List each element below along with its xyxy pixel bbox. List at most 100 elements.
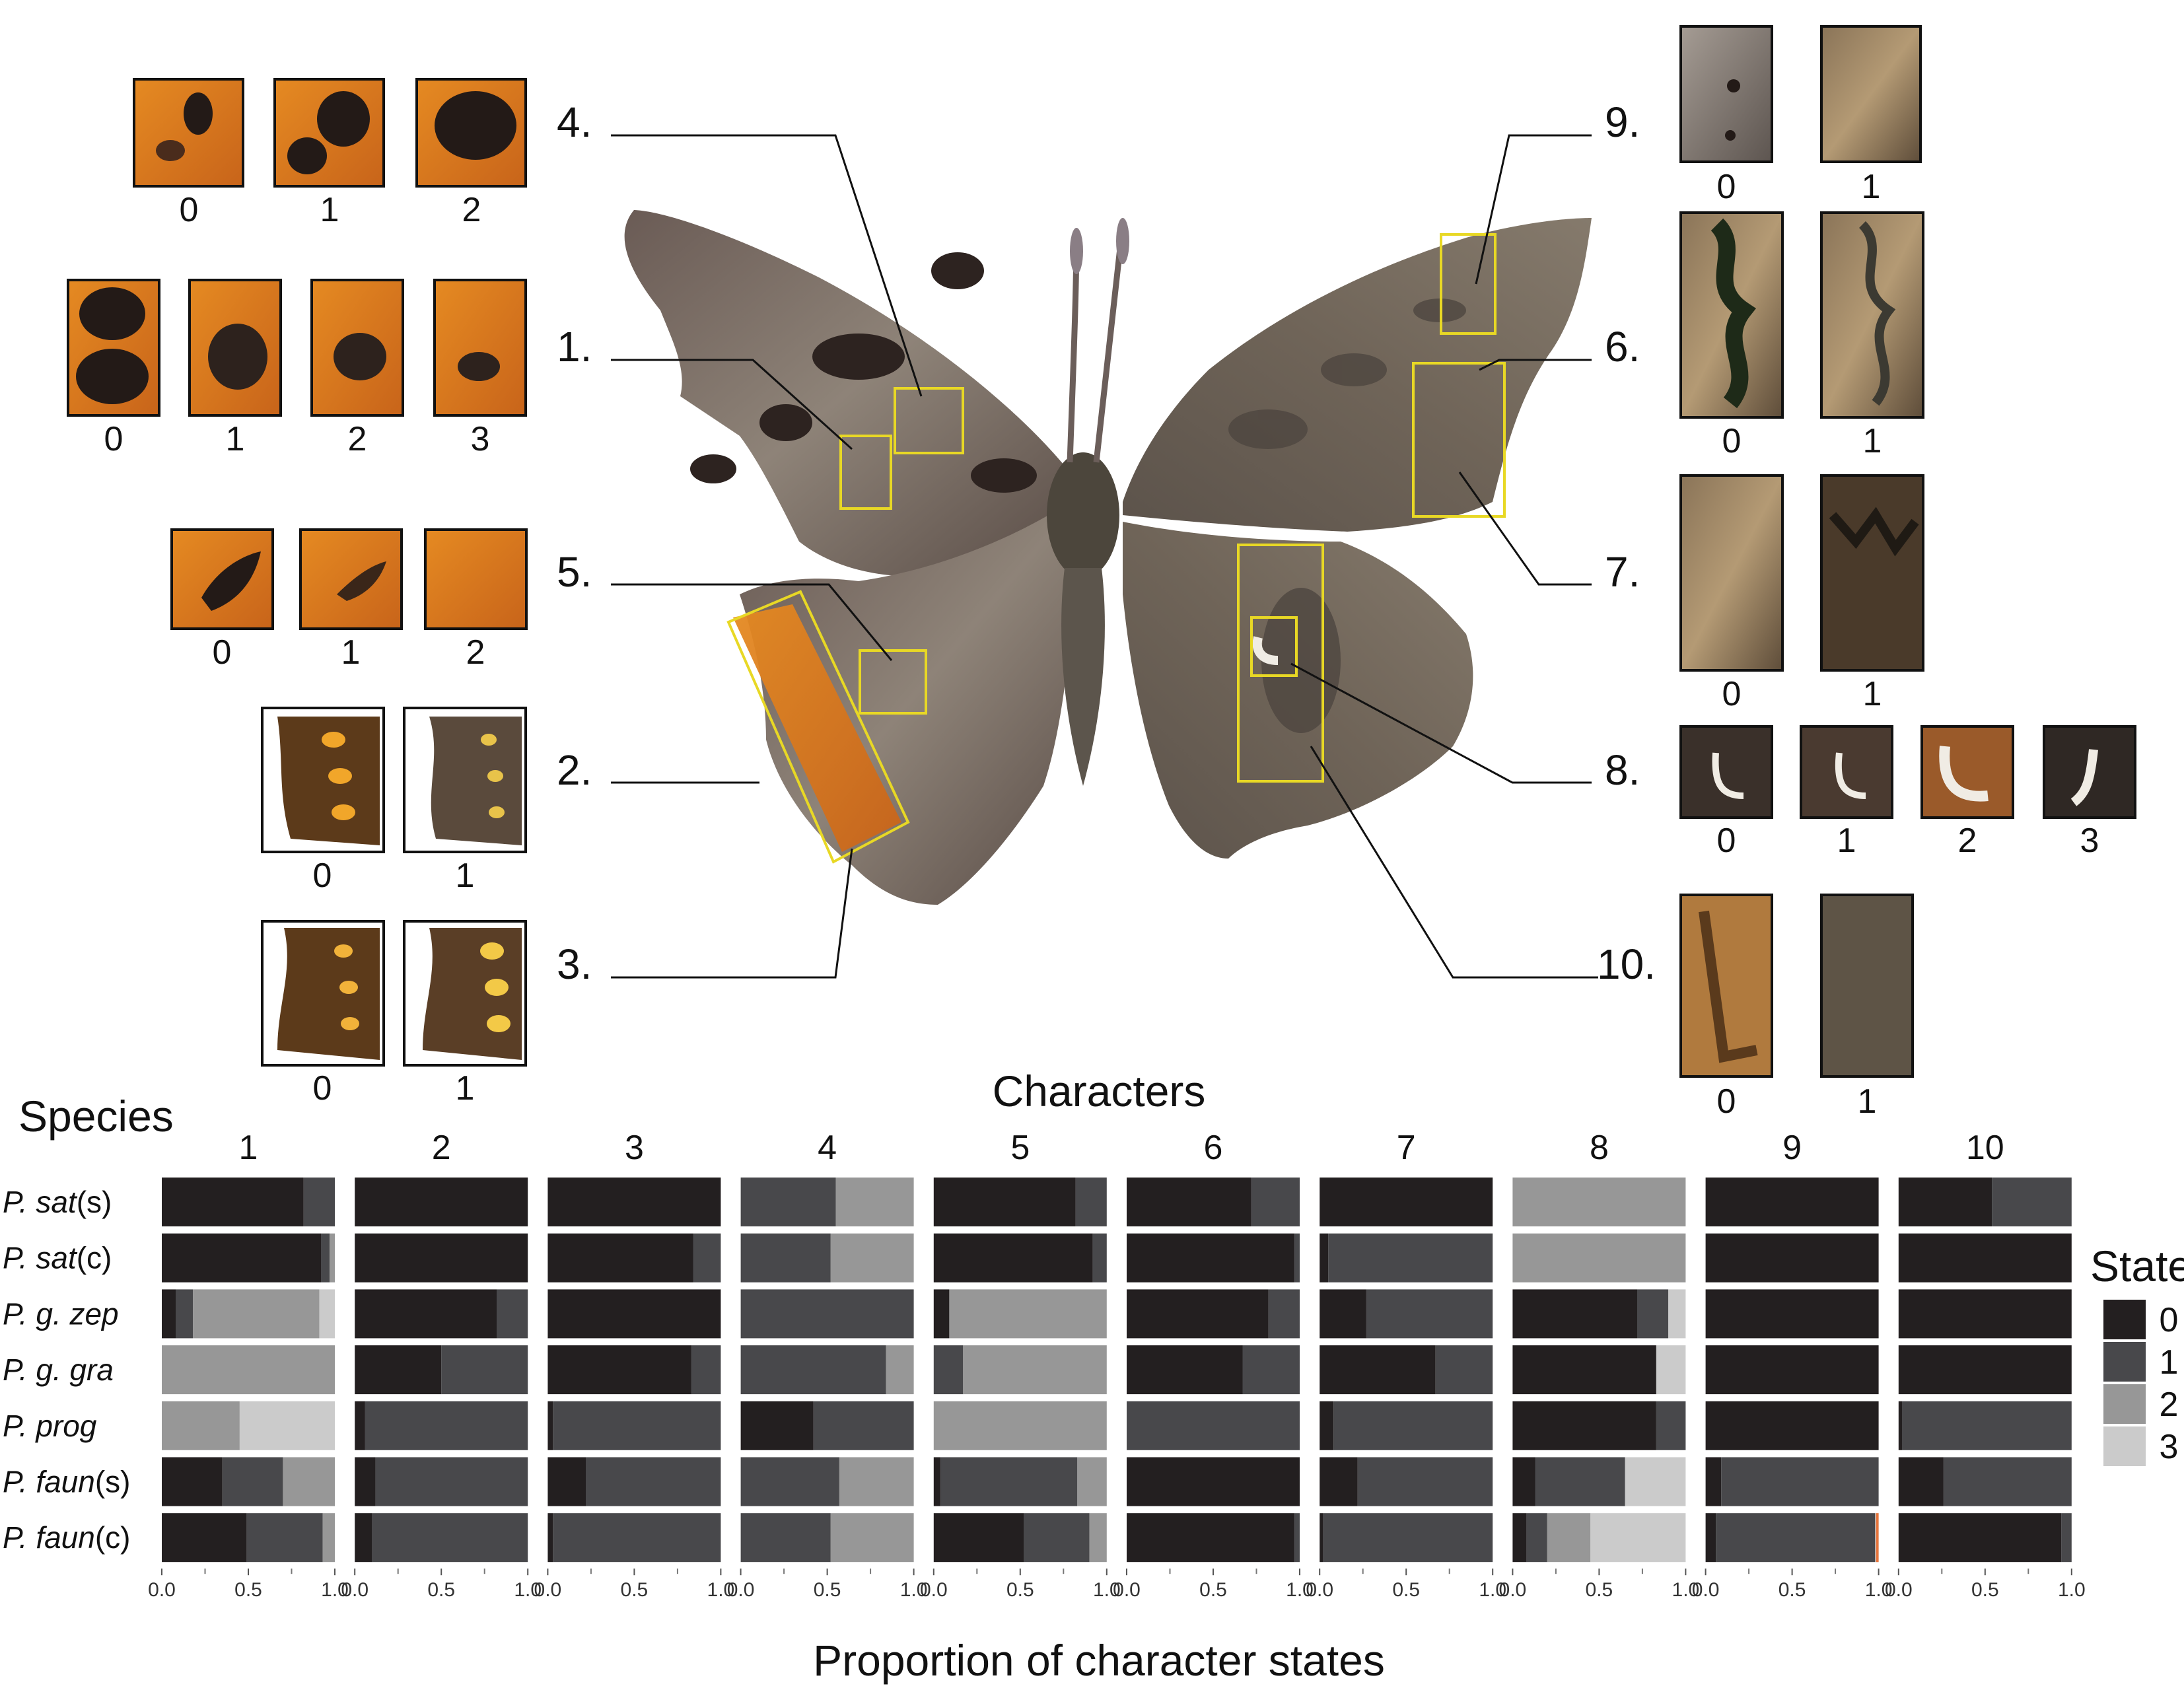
thumb-char4-label-0: 0 bbox=[180, 191, 199, 229]
thumbs-char2: 0 1 bbox=[261, 707, 527, 895]
bar-segment bbox=[162, 1289, 176, 1339]
thumb-char1-3-spot bbox=[458, 352, 500, 381]
axis-tick-label: 0.0 bbox=[1113, 1579, 1141, 1601]
thumb-char8-1 bbox=[1800, 725, 1893, 819]
thumb-char1-0-spot2 bbox=[76, 349, 149, 404]
bar-segment bbox=[740, 1401, 814, 1450]
thumbnails: 0 1 2 0 1 2 3 0 1 bbox=[67, 25, 2136, 1121]
thumb-char9-label-0: 0 bbox=[1717, 168, 1736, 206]
bar-segment bbox=[1127, 1345, 1243, 1395]
bar-segment bbox=[1328, 1233, 1493, 1283]
bar-segment bbox=[963, 1345, 1107, 1395]
bar-segment bbox=[355, 1233, 528, 1283]
thumb-char1-2-spot bbox=[334, 333, 386, 380]
bar-segment bbox=[1024, 1513, 1090, 1563]
bar-segment bbox=[586, 1457, 721, 1506]
axis-tick-label: 0.5 bbox=[1779, 1579, 1806, 1601]
bar-segment bbox=[1898, 1233, 2072, 1283]
highlight-box-4 bbox=[894, 387, 964, 454]
bar-segment bbox=[365, 1401, 528, 1450]
bar-segment bbox=[813, 1401, 914, 1450]
bar-segment bbox=[1898, 1401, 1902, 1450]
bar-segment bbox=[1089, 1513, 1107, 1563]
thumb-char6-1-band bbox=[1858, 221, 1896, 406]
highlight-box-2-3 bbox=[726, 590, 910, 864]
bar-segment bbox=[1512, 1289, 1637, 1339]
bar-segment bbox=[1320, 1289, 1366, 1339]
thumb-char8-label-3: 3 bbox=[2080, 822, 2099, 860]
species-title: Species bbox=[18, 1092, 174, 1141]
axis-tick-label: 0.5 bbox=[1199, 1579, 1227, 1601]
thumb-char3-0-spots bbox=[334, 944, 359, 1030]
bar-segment bbox=[1320, 1401, 1334, 1450]
thumbs-char3: 0 1 bbox=[261, 920, 527, 1108]
thumb-char4-1-spot2 bbox=[287, 137, 327, 174]
bar-segment bbox=[1992, 1178, 2072, 1226]
thumb-char4-0-spot2 bbox=[156, 140, 185, 161]
thumbs-char6: 0 1 bbox=[1679, 211, 1924, 460]
bar-segment bbox=[1512, 1178, 1686, 1226]
legend-title: State bbox=[2090, 1242, 2184, 1290]
axis-tick-label: 1.0 bbox=[900, 1579, 928, 1601]
thumb-char2-1-spots bbox=[481, 734, 505, 818]
bar-segment bbox=[162, 1513, 247, 1563]
bar-segment bbox=[1320, 1233, 1329, 1283]
bar-segment bbox=[162, 1233, 321, 1283]
x-axes: 0.0 0.5 1.00.0 0.5 1.00.0 0.5 1.00.0 0.5 1.00.0 0… bbox=[148, 1568, 2086, 1601]
bar-segment bbox=[355, 1178, 528, 1226]
bar-segment bbox=[933, 1345, 964, 1395]
bar-segment bbox=[547, 1513, 553, 1563]
axis-tick-label: 1.0 bbox=[707, 1579, 735, 1601]
thumb-char6-0-band bbox=[1710, 218, 1756, 409]
leader-line-5 bbox=[611, 583, 893, 661]
thumb-char5-label-0: 0 bbox=[213, 633, 232, 672]
bar-segment bbox=[1127, 1401, 1300, 1450]
left-forewing bbox=[624, 210, 1070, 577]
thumbs-char4: 0 1 2 bbox=[133, 78, 527, 229]
bar-segment bbox=[933, 1457, 941, 1506]
thumbs-char10: 0 1 bbox=[1679, 894, 1914, 1121]
legend: State 0 1 2 3 bbox=[2090, 1242, 2184, 1466]
bar-segment bbox=[1512, 1233, 1686, 1283]
bar-segment bbox=[740, 1457, 839, 1506]
white-comma-mark bbox=[1252, 636, 1279, 665]
bar-segment bbox=[372, 1513, 528, 1563]
bar-segment bbox=[1898, 1345, 2072, 1395]
bar-segment bbox=[1898, 1289, 2072, 1339]
axis-tick-label: 1.0 bbox=[1093, 1579, 1121, 1601]
thumb-char9-label-1: 1 bbox=[1862, 168, 1881, 206]
highlight-box-1 bbox=[839, 435, 892, 510]
axis-tick-label: 1.0 bbox=[1672, 1579, 1700, 1601]
bar-segment bbox=[547, 1289, 721, 1339]
thumb-char8-2 bbox=[1920, 725, 2014, 819]
bar-segment bbox=[162, 1178, 304, 1226]
thumb-char4-0 bbox=[133, 78, 244, 188]
facet-label: 8 bbox=[1590, 1129, 1609, 1167]
bar-segment bbox=[740, 1345, 886, 1395]
callout-10: 10. bbox=[1597, 940, 1656, 988]
species-label: P. faun(s) bbox=[3, 1465, 130, 1499]
bar-segment bbox=[1512, 1401, 1656, 1450]
callout-8: 8. bbox=[1605, 746, 1640, 794]
bar-segment bbox=[322, 1513, 335, 1563]
bar-segment bbox=[933, 1513, 1024, 1563]
axis-tick-label: 1.0 bbox=[1865, 1579, 1893, 1601]
bars bbox=[162, 1178, 2072, 1563]
callout-1: 1. bbox=[557, 323, 592, 370]
bar-segment bbox=[1357, 1457, 1493, 1506]
bar-segment bbox=[740, 1289, 914, 1339]
axis-tick-label: 0.0 bbox=[1306, 1579, 1333, 1601]
bar-segment bbox=[441, 1345, 528, 1395]
bar-segment bbox=[1902, 1401, 2072, 1450]
bar-segment bbox=[886, 1345, 914, 1395]
body-abdomen bbox=[1061, 568, 1105, 786]
leader-line-6 bbox=[1479, 359, 1592, 371]
thumb-char2-label-0: 0 bbox=[313, 857, 332, 895]
thumb-char8-label-2: 2 bbox=[1958, 822, 1977, 860]
thumb-char1-label-1: 1 bbox=[226, 420, 245, 458]
bar-segment bbox=[162, 1457, 223, 1506]
bar-segment bbox=[1705, 1457, 1722, 1506]
thumb-char5-0-mark bbox=[201, 551, 261, 611]
bar-segment bbox=[1898, 1513, 2062, 1563]
bar-segment bbox=[355, 1457, 376, 1506]
